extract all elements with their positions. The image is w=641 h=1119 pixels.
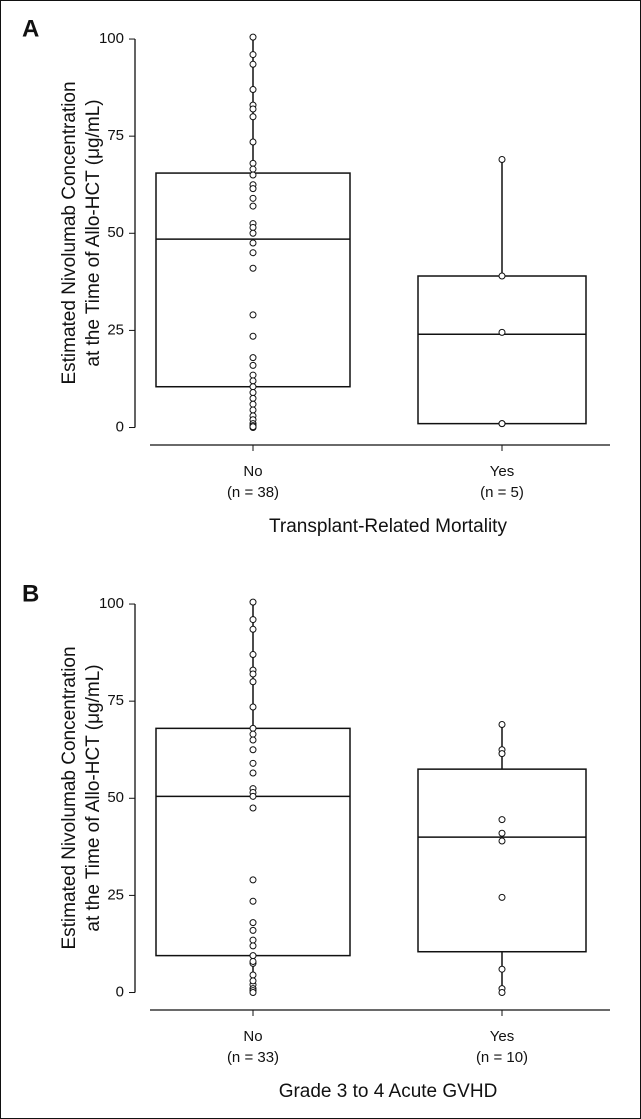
- n-label: (n = 10): [476, 1049, 528, 1066]
- n-label: (n = 33): [227, 1049, 279, 1066]
- point: [249, 957, 257, 965]
- point: [498, 420, 506, 428]
- point: [249, 876, 257, 884]
- box: [417, 275, 587, 425]
- point: [249, 989, 257, 997]
- point: [249, 33, 257, 41]
- point: [498, 965, 506, 973]
- point: [249, 138, 257, 146]
- point: [249, 223, 257, 231]
- point: [498, 989, 506, 997]
- point: [249, 942, 257, 950]
- point: [249, 377, 257, 385]
- point: [249, 746, 257, 754]
- point: [249, 670, 257, 678]
- x-tick-label: Yes: [490, 463, 514, 480]
- y-tick-label: 50: [107, 789, 124, 806]
- point: [498, 720, 506, 728]
- y-tick-label: 100: [99, 595, 124, 612]
- point: [249, 239, 257, 247]
- point: [249, 51, 257, 59]
- y-tick-label: 75: [107, 692, 124, 709]
- point: [498, 155, 506, 163]
- y-tick-label: 0: [116, 983, 124, 1000]
- point: [249, 616, 257, 624]
- point: [498, 816, 506, 824]
- point: [498, 328, 506, 336]
- point: [249, 423, 257, 431]
- y-tick-label: 50: [107, 224, 124, 241]
- point: [249, 371, 257, 379]
- point: [249, 759, 257, 767]
- y-tick-label: 0: [116, 418, 124, 435]
- y-axis-label: Estimated Nivolumab Concentration: [59, 646, 80, 949]
- point: [249, 383, 257, 391]
- point: [249, 897, 257, 905]
- n-label: (n = 5): [480, 484, 524, 501]
- point: [249, 332, 257, 340]
- point: [249, 625, 257, 633]
- y-tick-label: 25: [107, 886, 124, 903]
- point: [249, 736, 257, 744]
- y-axis-label: Estimated Nivolumab Concentration: [59, 81, 80, 384]
- point: [498, 750, 506, 758]
- x-axis-label: Grade 3 to 4 Acute GVHD: [279, 1081, 498, 1102]
- x-tick-label: Yes: [490, 1028, 514, 1045]
- point: [249, 202, 257, 210]
- y-tick-label: 25: [107, 321, 124, 338]
- point: [498, 272, 506, 280]
- n-label: (n = 38): [227, 484, 279, 501]
- box: [417, 768, 587, 953]
- point: [249, 361, 257, 369]
- point: [249, 311, 257, 319]
- point: [249, 792, 257, 800]
- point: [249, 769, 257, 777]
- point: [249, 919, 257, 927]
- point: [249, 194, 257, 202]
- y-tick-label: 75: [107, 127, 124, 144]
- point: [249, 400, 257, 408]
- y-axis-label: at the Time of Allo-HCT (μg/mL): [83, 99, 104, 366]
- point: [249, 394, 257, 402]
- point: [249, 952, 257, 960]
- x-axis-label: Transplant-Related Mortality: [269, 516, 507, 537]
- point: [498, 837, 506, 845]
- point: [249, 171, 257, 179]
- point: [498, 893, 506, 901]
- y-tick-label: 100: [99, 30, 124, 47]
- point: [249, 724, 257, 732]
- point: [249, 598, 257, 606]
- point: [249, 389, 257, 397]
- point: [249, 60, 257, 68]
- point: [249, 971, 257, 979]
- point: [249, 703, 257, 711]
- x-tick-label: No: [243, 463, 262, 480]
- point: [249, 936, 257, 944]
- point: [249, 249, 257, 257]
- point: [249, 406, 257, 414]
- point: [249, 229, 257, 237]
- point: [249, 113, 257, 121]
- point: [249, 264, 257, 272]
- panel-label: B: [22, 580, 39, 607]
- point: [498, 829, 506, 837]
- point: [249, 165, 257, 173]
- point: [249, 804, 257, 812]
- point: [249, 651, 257, 659]
- point: [249, 105, 257, 113]
- point: [249, 926, 257, 934]
- point: [249, 354, 257, 362]
- point: [249, 678, 257, 686]
- point: [249, 730, 257, 738]
- y-axis-label: at the Time of Allo-HCT (μg/mL): [83, 664, 104, 931]
- x-tick-label: No: [243, 1028, 262, 1045]
- point: [249, 86, 257, 94]
- panel-label: A: [22, 15, 39, 42]
- point: [249, 185, 257, 193]
- point: [249, 159, 257, 167]
- point: [249, 977, 257, 985]
